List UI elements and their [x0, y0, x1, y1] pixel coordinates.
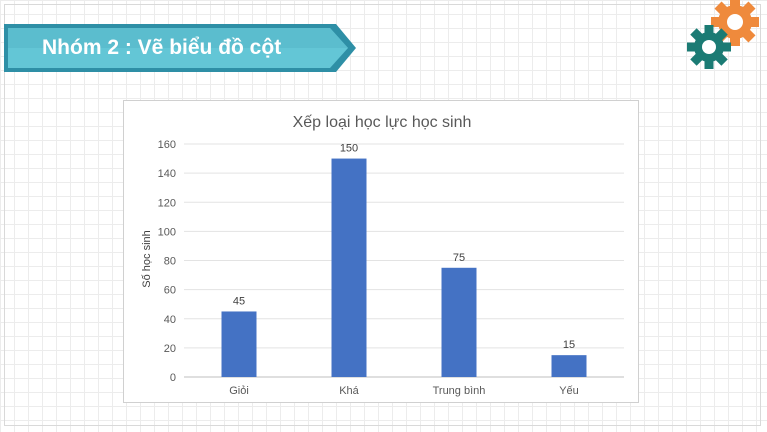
chart-container: Xếp loại học lực học sinh Số học sinh 0 2…	[123, 100, 639, 403]
chart-title: Xếp loại học lực học sinh	[293, 114, 472, 131]
x-tick-label: Trung bình	[433, 385, 486, 397]
y-tick-label: 160	[158, 139, 176, 151]
y-tick-label: 120	[158, 197, 176, 209]
bars	[221, 158, 587, 377]
y-tick-label: 140	[158, 168, 176, 180]
x-tick-label: Giỏi	[229, 385, 249, 397]
y-tick-label: 20	[164, 343, 176, 355]
y-tick-label: 60	[164, 285, 176, 297]
y-tick-label: 100	[158, 226, 176, 238]
x-tick-label: Khá	[339, 385, 359, 397]
bar-chart: Xếp loại học lực học sinh Số học sinh 0 2…	[141, 114, 624, 397]
bar	[441, 267, 477, 377]
x-tick-label: Yếu	[559, 385, 579, 397]
data-label: 45	[233, 295, 245, 307]
bar	[221, 311, 257, 377]
y-tick-label: 80	[164, 256, 176, 268]
slide-frame	[4, 4, 761, 426]
x-axis-ticks: Giỏi Khá Trung bình Yếu	[229, 385, 579, 397]
y-tick-label: 40	[164, 314, 176, 326]
data-label: 15	[563, 339, 575, 351]
y-axis-ticks: 0 20 40 60 80 100 120 140 160	[158, 139, 176, 384]
data-labels: 45 150 75 15	[233, 143, 575, 352]
y-tick-label: 0	[170, 372, 176, 384]
y-axis-label: Số học sinh	[141, 230, 153, 287]
gear-teal-icon	[687, 25, 731, 69]
bar	[331, 158, 367, 377]
bar	[551, 355, 587, 377]
gears-decoration	[687, 0, 759, 69]
gridlines	[184, 143, 624, 378]
data-label: 150	[340, 143, 358, 155]
data-label: 75	[453, 252, 465, 264]
title-banner	[4, 24, 356, 72]
slide-title: Nhóm 2 : Vẽ biểu đồ cột	[42, 36, 282, 59]
